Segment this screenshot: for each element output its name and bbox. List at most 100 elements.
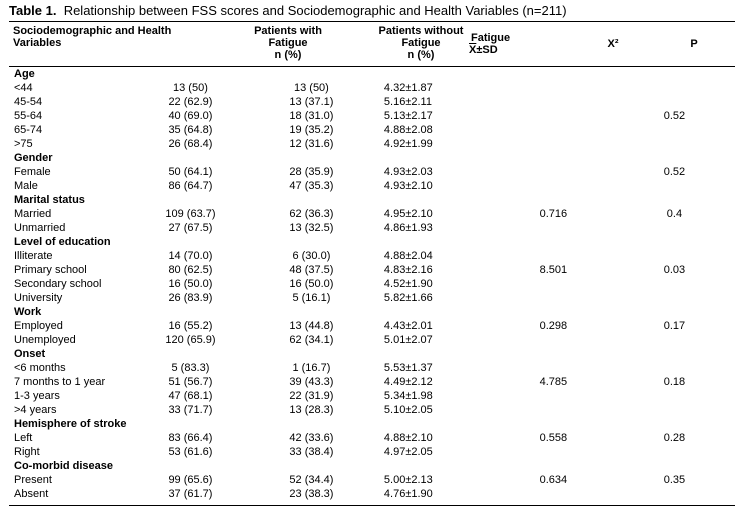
patients-without-fatigue-cell: 13 (50) [293, 82, 329, 94]
table-row: University 26 (83.9) 5 (16.1) 5.82±1.66 [9, 291, 735, 305]
chi-square-cell [493, 109, 614, 123]
patients-without-fatigue-cell: 18 (31.0) [289, 110, 334, 122]
chi-square-cell: 0.716 [539, 208, 568, 220]
group-label: Hemisphere of stroke [14, 418, 127, 430]
group-header-row: Age [9, 67, 735, 81]
patients-with-fatigue-cell: 86 (64.7) [168, 180, 213, 192]
chi-square-cell [493, 291, 614, 305]
p-value-cell [614, 81, 735, 95]
patients-with-fatigue-cell: 109 (63.7) [165, 208, 216, 220]
chi-square-cell: 8.501 [539, 264, 568, 276]
fatigue-mean-sd-cell: 4.92±1.99 [383, 138, 433, 150]
group-label: Work [14, 306, 42, 318]
p-value-cell [614, 277, 735, 291]
caption-label: Table 1. [9, 3, 57, 18]
fatigue-mean-sd-cell: 4.76±1.90 [383, 488, 433, 500]
chi-square-cell [493, 403, 614, 417]
patients-with-fatigue-cell: 37 (61.7) [168, 488, 213, 500]
chi-square-cell [493, 221, 614, 235]
header-fatigue-mean: Fatigue X±SD [469, 32, 511, 56]
table-row: Right 53 (61.6) 33 (38.4) 4.97±2.05 [9, 445, 735, 459]
table-row: Secondary school 16 (50.0) 16 (50.0) 4.52±1… [9, 277, 735, 291]
patients-without-fatigue-cell: 1 (16.7) [292, 362, 331, 374]
header-chi-square: X² [607, 38, 619, 50]
patients-with-fatigue-cell: 26 (68.4) [168, 138, 213, 150]
chi-square-cell [493, 179, 614, 193]
variable-label: 45-54 [14, 96, 43, 108]
patients-without-fatigue-cell: 52 (34.4) [289, 474, 334, 486]
p-value-cell: 0.18 [663, 376, 686, 388]
chi-square-cell [493, 277, 614, 291]
p-value-cell: 0.17 [663, 320, 686, 332]
fatigue-mean-sd-cell: 4.88±2.10 [383, 432, 433, 444]
table-row: <6 months 5 (83.3) 1 (16.7) 5.53±1.37 [9, 361, 735, 375]
chi-square-cell [493, 137, 614, 151]
p-value-cell: 0.03 [663, 264, 686, 276]
chi-square-cell [493, 445, 614, 459]
patients-without-fatigue-cell: 13 (32.5) [289, 222, 334, 234]
patients-with-fatigue-cell: 22 (62.9) [168, 96, 213, 108]
chi-square-cell [493, 333, 614, 347]
chi-square-cell [493, 165, 614, 179]
group-label: Gender [14, 152, 53, 164]
patients-with-fatigue-cell: 26 (83.9) [168, 292, 213, 304]
table-row: Absent 37 (61.7) 23 (38.3) 4.76±1.90 [9, 487, 735, 501]
header-patients-without-fatigue: Patients without Fatigue n (%) [378, 25, 464, 61]
group-header-row: Co-morbid disease [9, 459, 735, 473]
p-value-cell [614, 137, 735, 151]
table-row: Male 86 (64.7) 47 (35.3) 4.93±2.10 [9, 179, 735, 193]
patients-without-fatigue-cell: 62 (36.3) [289, 208, 334, 220]
group-label: Co-morbid disease [14, 460, 114, 472]
p-value-cell [614, 291, 735, 305]
chi-square-cell: 0.298 [539, 320, 568, 332]
table-row: Unmarried 27 (67.5) 13 (32.5) 4.86±1.93 [9, 221, 735, 235]
variable-label: Unmarried [14, 222, 66, 234]
fatigue-mean-sd-cell: 4.97±2.05 [383, 446, 433, 458]
p-value-cell [614, 179, 735, 193]
patients-without-fatigue-cell: 12 (31.6) [289, 138, 334, 150]
patients-without-fatigue-cell: 28 (35.9) [289, 166, 334, 178]
patients-with-fatigue-cell: 40 (69.0) [168, 110, 213, 122]
fatigue-mean-sd-cell: 4.49±2.12 [383, 376, 433, 388]
chi-square-cell [493, 249, 614, 263]
group-header-row: Gender [9, 151, 735, 165]
p-value-cell [614, 123, 735, 137]
table-row: >75 26 (68.4) 12 (31.6) 4.92±1.99 [9, 137, 735, 151]
variable-label: <6 months [14, 362, 66, 374]
fatigue-mean-sd-cell: 4.83±2.16 [383, 264, 433, 276]
header-variables: Sociodemographic and Health Variables [13, 25, 172, 49]
chi-square-cell [493, 487, 614, 501]
patients-without-fatigue-cell: 5 (16.1) [292, 292, 331, 304]
p-value-cell [614, 249, 735, 263]
table-row: 65-74 35 (64.8) 19 (35.2) 4.88±2.08 [9, 123, 735, 137]
chi-square-cell [493, 361, 614, 375]
fatigue-mean-sd-cell: 4.88±2.08 [383, 124, 433, 136]
table-row: Unemployed 120 (65.9) 62 (34.1) 5.01±2.07 [9, 333, 735, 347]
patients-with-fatigue-cell: 14 (70.0) [168, 250, 213, 262]
variable-label: <44 [14, 82, 33, 94]
fatigue-mean-sd-cell: 5.01±2.07 [383, 334, 433, 346]
patients-without-fatigue-cell: 13 (44.8) [289, 320, 334, 332]
table-row: Present 99 (65.6) 52 (34.4) 5.00±2.13 0.634 0… [9, 473, 735, 487]
table-row: >4 years 33 (71.7) 13 (28.3) 5.10±2.05 [9, 403, 735, 417]
group-label: Marital status [14, 194, 85, 206]
table-row: Illiterate 14 (70.0) 6 (30.0) 4.88±2.04 [9, 249, 735, 263]
fatigue-mean-sd-cell: 4.95±2.10 [383, 208, 433, 220]
variable-label: Female [14, 166, 51, 178]
variable-label: Right [14, 446, 40, 458]
patients-with-fatigue-cell: 47 (68.1) [168, 390, 213, 402]
p-value-cell [614, 445, 735, 459]
p-value-cell [614, 403, 735, 417]
variable-label: 65-74 [14, 124, 43, 136]
fatigue-mean-sd-cell: 4.88±2.04 [383, 250, 433, 262]
table-row: 55-64 40 (69.0) 18 (31.0) 5.13±2.17 0.52 [9, 109, 735, 123]
fatigue-mean-sd-cell: 4.32±1.87 [383, 82, 433, 94]
patients-without-fatigue-cell: 39 (43.3) [289, 376, 334, 388]
patients-with-fatigue-cell: 33 (71.7) [168, 404, 213, 416]
caption-text: Relationship between FSS scores and Soci… [63, 3, 567, 18]
patients-without-fatigue-cell: 16 (50.0) [289, 278, 334, 290]
patients-without-fatigue-cell: 47 (35.3) [289, 180, 334, 192]
top-rule [9, 21, 735, 22]
fatigue-mean-sd-cell: 4.86±1.93 [383, 222, 433, 234]
